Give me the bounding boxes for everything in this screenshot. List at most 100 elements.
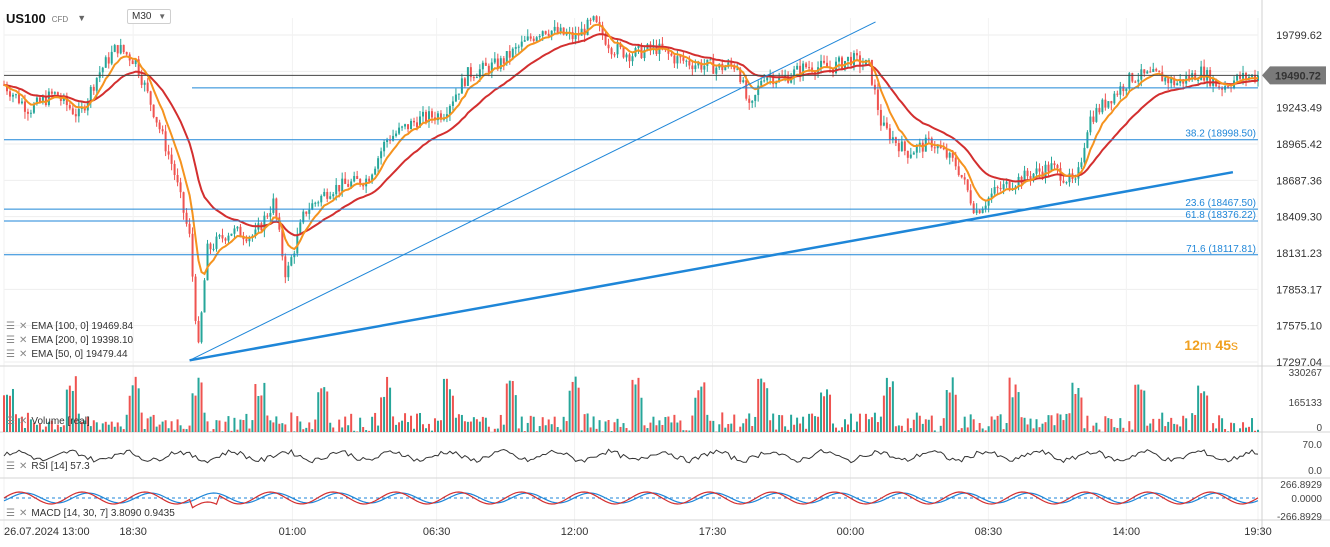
settings-icon[interactable]: ☰ (6, 335, 15, 346)
volume-bar (945, 390, 948, 432)
candle-body (71, 108, 74, 115)
candle-body (173, 163, 176, 175)
volume-bar (1215, 428, 1218, 432)
volume-bar (134, 376, 137, 432)
candle-body (356, 176, 359, 180)
candle-body (1155, 68, 1158, 71)
candle-body (293, 253, 296, 258)
volume-bar (284, 424, 287, 432)
candle-body (610, 48, 613, 55)
legend-volume[interactable]: ☰ ✕ Volume [real] (6, 416, 90, 427)
volume-bar (523, 431, 526, 432)
candle-body (38, 97, 41, 103)
settings-icon[interactable]: ☰ (6, 321, 15, 332)
volume-bar (404, 413, 407, 432)
candle-body (143, 82, 146, 85)
volume-bar (248, 428, 251, 432)
candle-body (463, 78, 466, 86)
volume-bar (742, 423, 745, 432)
volume-bar (50, 420, 53, 432)
volume-bar (843, 419, 846, 432)
volume-bar (401, 420, 404, 432)
candle-body (299, 222, 302, 235)
settings-icon[interactable]: ☰ (6, 508, 15, 519)
volume-bar (502, 424, 505, 432)
volume-bar (41, 429, 44, 432)
volume-bar (912, 419, 915, 432)
volume-bar (864, 413, 867, 432)
volume-bar (496, 428, 499, 432)
volume-bar (921, 423, 924, 432)
legend-ema200[interactable]: ☰ ✕ EMA [200, 0] 19398.10 (6, 335, 133, 346)
candle-body (529, 36, 532, 39)
candle-body (1140, 69, 1143, 80)
close-icon[interactable]: ✕ (18, 416, 28, 427)
volume-bar (383, 396, 386, 432)
timeframe-select[interactable]: M30 ▼ (127, 9, 172, 24)
volume-bar (616, 418, 619, 432)
candle-body (1221, 87, 1224, 90)
volume-bar (472, 417, 475, 432)
volume-bar (368, 430, 371, 432)
volume-bar (299, 421, 302, 432)
candle-body (314, 202, 317, 204)
volume-bar (565, 421, 568, 432)
candle-body (906, 150, 909, 158)
close-icon[interactable]: ✕ (18, 461, 28, 472)
candle-body (969, 190, 972, 204)
candle-body (586, 19, 589, 36)
volume-bar (894, 426, 897, 432)
candle-body (1176, 83, 1179, 86)
volume-bar (1176, 424, 1179, 432)
close-icon[interactable]: ✕ (18, 321, 28, 332)
settings-icon[interactable]: ☰ (6, 349, 15, 360)
volume-bar (607, 420, 610, 432)
candle-body (820, 60, 823, 68)
volume-bar (1188, 430, 1191, 432)
volume-tick-label: 165133 (1289, 398, 1323, 409)
volume-bar (1044, 422, 1047, 432)
volume-bar (161, 421, 164, 432)
volume-bar (278, 423, 281, 432)
volume-bar (499, 414, 502, 432)
settings-icon[interactable]: ☰ (6, 416, 15, 427)
candle-body (571, 32, 574, 40)
candle-body (930, 138, 933, 148)
volume-bar (802, 416, 805, 432)
volume-bar (694, 397, 697, 432)
close-icon[interactable]: ✕ (18, 335, 28, 346)
volume-bar (876, 422, 879, 432)
candle-body (194, 276, 197, 321)
legend-ema100[interactable]: ☰ ✕ EMA [100, 0] 19469.84 (6, 321, 133, 332)
trendline (189, 170, 1234, 362)
volume-bar (676, 422, 679, 432)
countdown-s: s (1231, 337, 1238, 353)
candle-body (134, 59, 137, 65)
candle-body (793, 69, 796, 78)
volume-bar (736, 431, 739, 432)
price-tick-label: 17575.10 (1276, 321, 1322, 333)
volume-bar (978, 422, 981, 432)
candle-body (197, 320, 200, 343)
candle-body (978, 210, 981, 214)
symbol-name[interactable]: US100 (6, 10, 46, 26)
volume-bar (1026, 424, 1029, 432)
candle-body (227, 235, 230, 241)
candle-body (1197, 79, 1200, 81)
volume-bar (11, 388, 14, 432)
candle-body (808, 67, 811, 69)
symbol-dropdown-icon[interactable]: ▼ (77, 13, 87, 23)
volume-bar (637, 377, 640, 432)
legend-rsi[interactable]: ☰ ✕ RSI [14] 57.3 (6, 461, 90, 472)
volume-bar (754, 416, 757, 432)
close-icon[interactable]: ✕ (18, 349, 28, 360)
volume-bar (308, 422, 311, 432)
settings-icon[interactable]: ☰ (6, 461, 15, 472)
legend-ema50[interactable]: ☰ ✕ EMA [50, 0] 19479.44 (6, 349, 128, 360)
volume-bar (356, 431, 359, 432)
candle-body (436, 113, 439, 121)
legend-macd[interactable]: ☰ ✕ MACD [14, 30, 7] 3.8090 0.9435 (6, 508, 175, 519)
candle-body (826, 62, 829, 68)
close-icon[interactable]: ✕ (18, 508, 28, 519)
